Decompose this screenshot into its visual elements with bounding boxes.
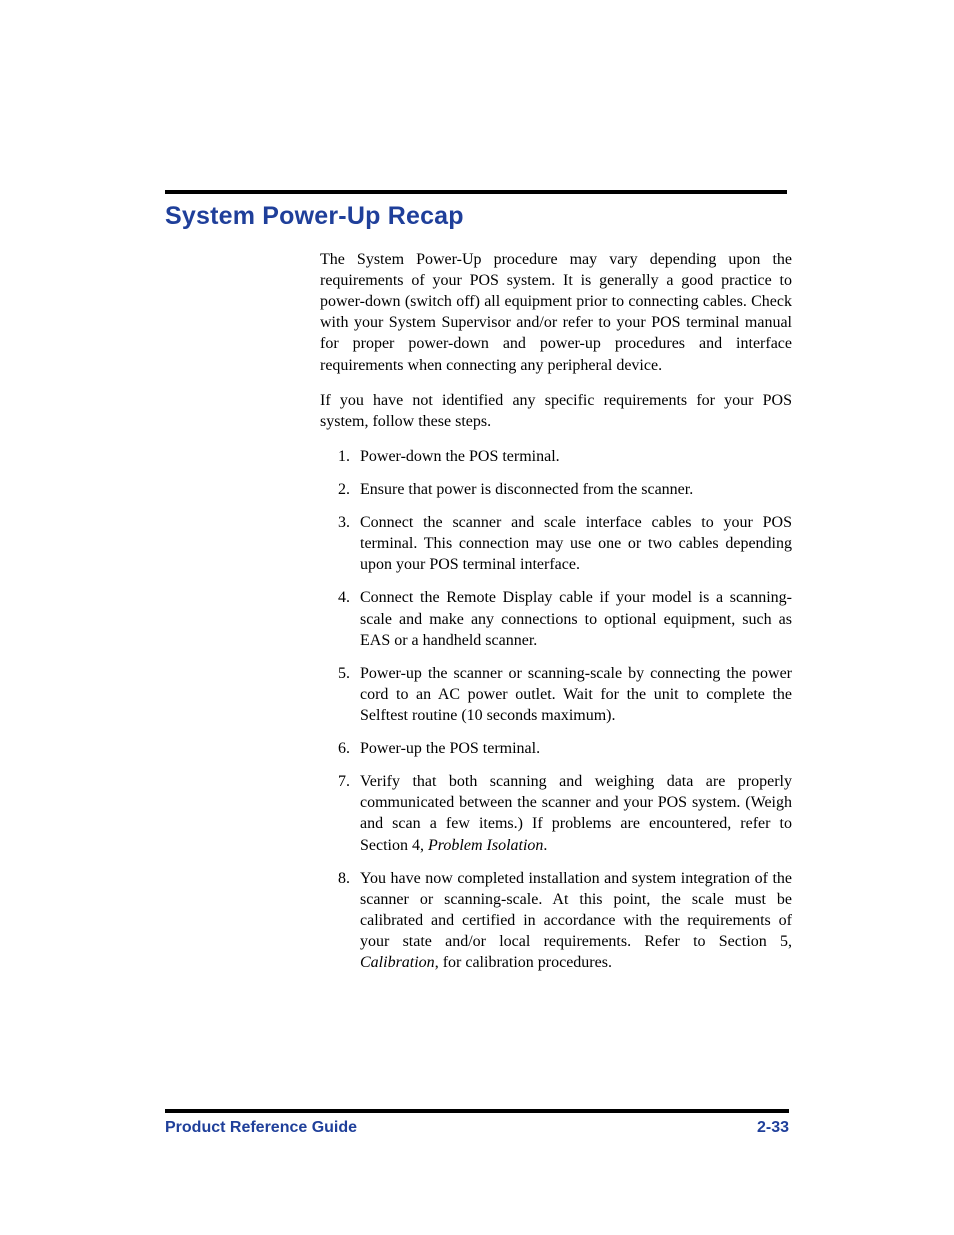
- step-item: Ensure that power is disconnected from t…: [354, 479, 792, 500]
- step-item: Power-up the scanner or scanning-scale b…: [354, 663, 792, 726]
- step-item: Verify that both scanning and weighing d…: [354, 771, 792, 855]
- footer-left: Product Reference Guide: [165, 1119, 357, 1137]
- step-item: You have now completed installation and …: [354, 868, 792, 974]
- body-block: The System Power-Up procedure may vary d…: [320, 249, 792, 973]
- footer-rule: [165, 1109, 789, 1113]
- step-item: Power-up the POS terminal.: [354, 738, 792, 759]
- step-text-post: .: [543, 837, 547, 854]
- step-text-post: , for calibration procedures.: [435, 954, 612, 971]
- step-text-italic: Problem Isolation: [428, 837, 543, 854]
- section-heading: System Power-Up Recap: [165, 202, 789, 231]
- top-rule: [165, 190, 787, 194]
- intro-paragraph-2: If you have not identified any specific …: [320, 390, 792, 432]
- step-item: Connect the Remote Display cable if your…: [354, 587, 792, 650]
- step-text-pre: You have now completed installation and …: [360, 870, 792, 950]
- footer-row: Product Reference Guide 2-33: [165, 1119, 789, 1137]
- step-item: Connect the scanner and scale interface …: [354, 512, 792, 575]
- page: System Power-Up Recap The System Power-U…: [0, 0, 954, 1235]
- page-footer: Product Reference Guide 2-33: [165, 1109, 789, 1137]
- intro-paragraph-1: The System Power-Up procedure may vary d…: [320, 249, 792, 376]
- footer-page-number: 2-33: [757, 1119, 789, 1137]
- step-item: Power-down the POS terminal.: [354, 446, 792, 467]
- step-text-pre: Verify that both scanning and weighing d…: [360, 773, 792, 853]
- steps-list: Power-down the POS terminal. Ensure that…: [320, 446, 792, 973]
- step-text-italic: Calibration: [360, 954, 435, 971]
